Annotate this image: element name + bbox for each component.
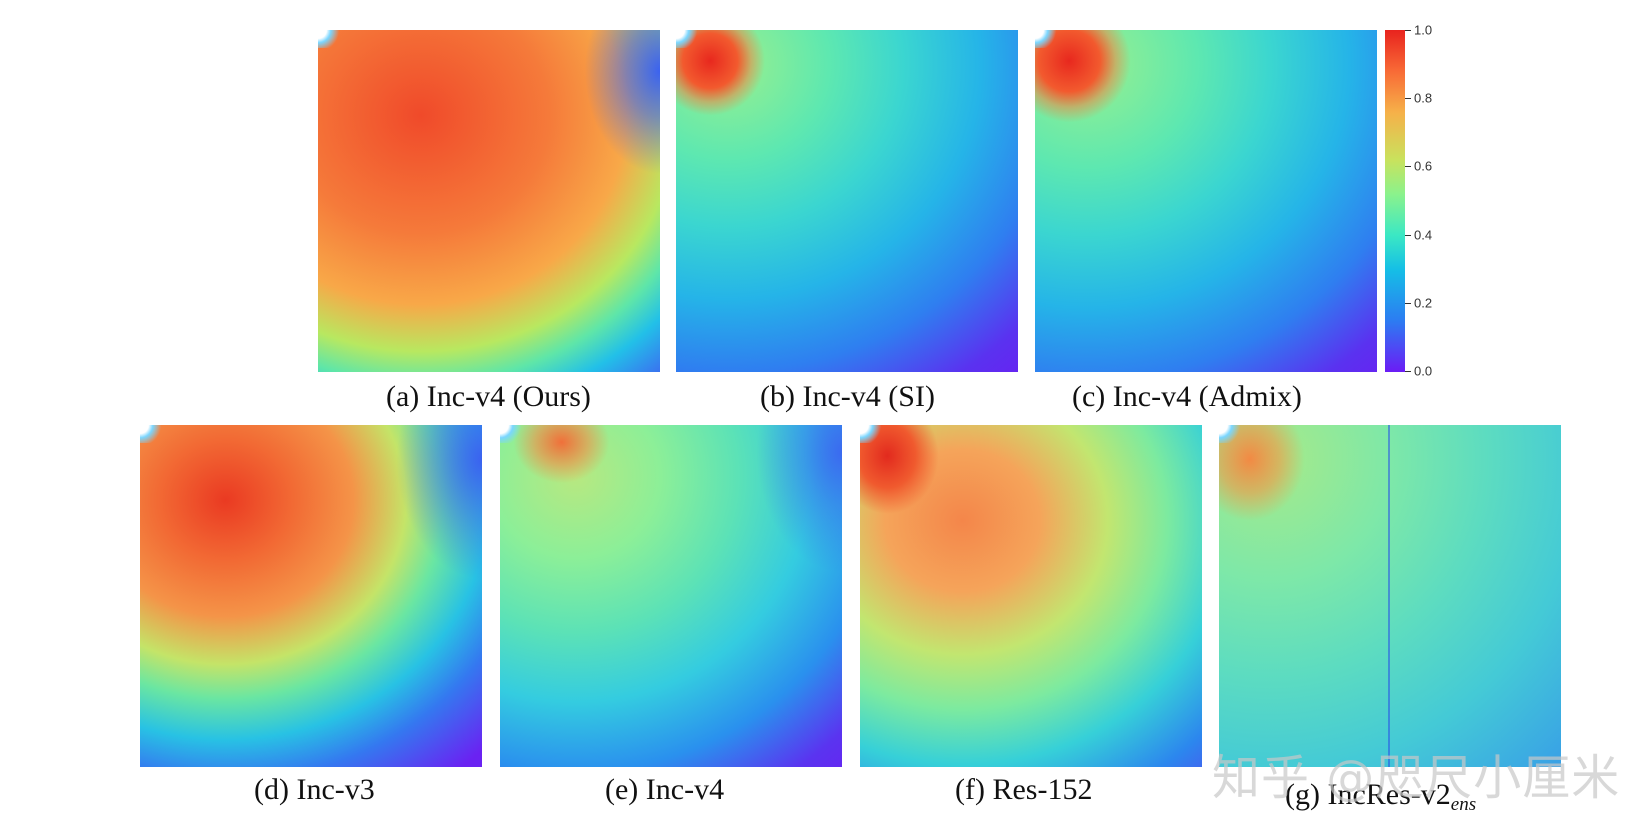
colorbar-tick (1405, 371, 1411, 372)
colorbar-label-0-8: 0.8 (1414, 90, 1433, 106)
caption-g: (g) IncRes-v2ens (1285, 778, 1476, 816)
colorbar-label-1-0: 1.0 (1414, 22, 1433, 38)
caption-e: (e) Inc-v4 (605, 773, 725, 806)
heatmap-panel-e (500, 425, 842, 767)
heatmap-a-topright-shade (318, 30, 660, 372)
heatmap-d-topright-shade (140, 425, 482, 767)
heatmap-c-corner (1035, 30, 1057, 48)
colorbar-tick (1405, 98, 1411, 99)
colorbar-label-0-4: 0.4 (1414, 227, 1433, 243)
colorbar (1385, 30, 1405, 372)
caption-c: (c) Inc-v4 (Admix) (1072, 380, 1302, 413)
colorbar-tick (1405, 30, 1411, 31)
heatmap-g-hotspot (1219, 425, 1561, 767)
heatmap-panel-a (318, 30, 660, 372)
caption-a: (a) Inc-v4 (Ours) (386, 380, 591, 413)
colorbar-tick (1405, 235, 1411, 236)
heatmap-g-corner (1219, 425, 1241, 443)
heatmap-c-hotspot (1035, 30, 1377, 372)
heatmap-panel-g (1219, 425, 1561, 767)
heatmap-panel-f (860, 425, 1202, 767)
heatmap-f-hotspot (860, 425, 1202, 767)
caption-b: (b) Inc-v4 (SI) (760, 380, 935, 413)
caption-f: (f) Res-152 (955, 773, 1093, 806)
heatmap-f-corner (860, 425, 882, 443)
heatmap-b-hotspot (676, 30, 1018, 372)
colorbar-tick (1405, 303, 1411, 304)
heatmap-e-topright-shade (500, 425, 842, 767)
colorbar-label-0-2: 0.2 (1414, 295, 1433, 311)
heatmap-panel-c (1035, 30, 1377, 372)
colorbar-tick (1405, 166, 1411, 167)
heatmap-g-seam (1388, 425, 1390, 767)
heatmap-panel-b (676, 30, 1018, 372)
caption-d: (d) Inc-v3 (254, 773, 375, 806)
colorbar-label-0: 0.0 (1414, 363, 1433, 379)
caption-g-text: (g) IncRes-v2 (1285, 778, 1451, 811)
colorbar-label-0-6: 0.6 (1414, 158, 1433, 174)
heatmap-panel-d (140, 425, 482, 767)
heatmap-b-corner (676, 30, 698, 48)
watermark: 知乎 @咫尺小厘米 (1212, 750, 1621, 806)
caption-g-subscript: ens (1450, 794, 1477, 815)
